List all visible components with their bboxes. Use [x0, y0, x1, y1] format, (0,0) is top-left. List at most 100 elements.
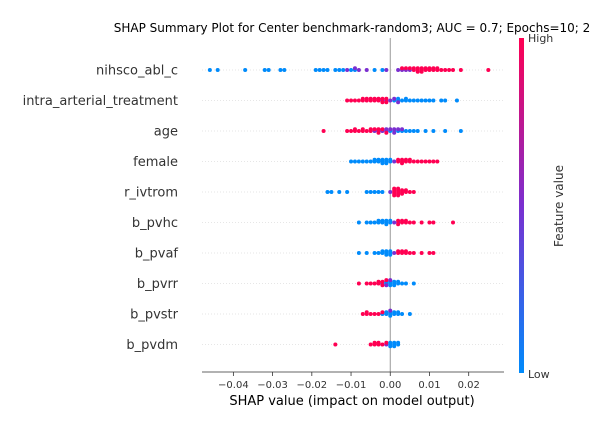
shap-point	[380, 68, 385, 72]
shap-point	[313, 68, 318, 72]
shap-point	[431, 159, 436, 164]
shap-point	[400, 281, 405, 286]
shap-point	[372, 157, 377, 162]
shap-point	[384, 68, 389, 72]
shap-point	[384, 283, 389, 288]
shap-point	[407, 66, 412, 71]
shap-point	[427, 220, 432, 225]
shap-point	[396, 193, 401, 198]
shap-point	[380, 342, 385, 347]
shap-point	[388, 344, 393, 349]
feature-label-female: female	[133, 155, 178, 170]
shap-point	[396, 96, 401, 101]
shap-point	[439, 98, 444, 103]
shap-point	[364, 281, 369, 286]
shap-point	[400, 191, 405, 196]
shap-point	[376, 157, 381, 162]
shap-point	[356, 220, 361, 225]
shap-point	[384, 96, 389, 101]
shap-point	[407, 220, 412, 225]
shap-point	[451, 68, 456, 72]
shap-point	[411, 159, 416, 164]
shap-point	[392, 340, 397, 345]
shap-point	[368, 312, 373, 316]
shap-point	[388, 278, 393, 283]
shap-point	[427, 66, 432, 71]
shap-point	[388, 313, 393, 318]
shap-point	[423, 98, 428, 103]
x-tick-label: 0.01	[418, 380, 440, 391]
shap-point	[411, 251, 416, 255]
shap-point	[392, 193, 397, 198]
shap-point	[458, 68, 463, 72]
shap-point	[364, 96, 369, 101]
shap-point	[364, 129, 369, 133]
shap-point	[368, 127, 373, 132]
shap-point	[396, 186, 401, 191]
shap-point	[427, 251, 432, 255]
shap-point	[345, 129, 350, 133]
shap-point	[400, 127, 405, 132]
shap-point	[388, 249, 393, 254]
shap-point	[380, 161, 385, 166]
shap-point	[388, 98, 393, 103]
shap-point	[486, 68, 491, 72]
shap-point	[419, 98, 424, 103]
shap-point	[364, 251, 369, 255]
shap-point	[403, 66, 408, 71]
shap-point	[325, 68, 330, 72]
shap-point	[376, 340, 381, 345]
shap-point	[396, 340, 401, 345]
shap-point	[337, 68, 342, 72]
shap-point	[384, 340, 389, 345]
shap-point	[380, 127, 385, 132]
shap-point	[372, 190, 377, 194]
shap-point	[423, 129, 428, 133]
shap-point	[368, 342, 373, 347]
shap-point	[376, 127, 381, 132]
shap-point	[407, 157, 412, 162]
shap-point	[392, 159, 397, 164]
shap-point	[427, 98, 432, 103]
shap-point	[400, 312, 405, 316]
shap-point	[356, 129, 361, 133]
shap-point	[282, 68, 287, 72]
shap-point	[384, 310, 389, 315]
shap-point	[384, 249, 389, 254]
shap-point	[262, 68, 267, 72]
shap-point	[329, 190, 334, 194]
shap-point	[207, 68, 212, 72]
shap-point	[380, 190, 385, 194]
shap-point	[392, 279, 397, 284]
shap-point	[376, 312, 381, 316]
shap-point	[384, 100, 389, 105]
shap-point	[411, 281, 416, 286]
shap-point	[380, 96, 385, 101]
shap-point	[380, 157, 385, 162]
shap-point	[321, 129, 326, 133]
shap-point	[400, 157, 405, 162]
shap-point	[360, 127, 365, 132]
shap-point	[411, 66, 416, 71]
shap-point	[368, 96, 373, 101]
shap-point	[431, 129, 436, 133]
shap-point	[439, 68, 444, 72]
shap-point	[400, 66, 405, 71]
feature-label-intra-arterial-treatment: intra_arterial_treatment	[23, 94, 178, 109]
feature-label-b-pvhc: b_pvhc	[132, 216, 178, 231]
shap-point	[349, 159, 354, 164]
shap-point	[368, 159, 373, 164]
shap-point	[341, 68, 346, 72]
shap-point	[400, 249, 405, 254]
shap-point	[384, 252, 389, 257]
x-tick-label: −0.03	[257, 380, 288, 391]
shap-point	[419, 220, 424, 225]
shap-point	[333, 68, 338, 72]
shap-point	[360, 312, 365, 316]
shap-point	[372, 96, 377, 101]
shap-point	[396, 127, 401, 132]
shap-point	[431, 251, 436, 255]
grid-lines	[202, 69, 504, 345]
shap-point	[392, 96, 397, 101]
